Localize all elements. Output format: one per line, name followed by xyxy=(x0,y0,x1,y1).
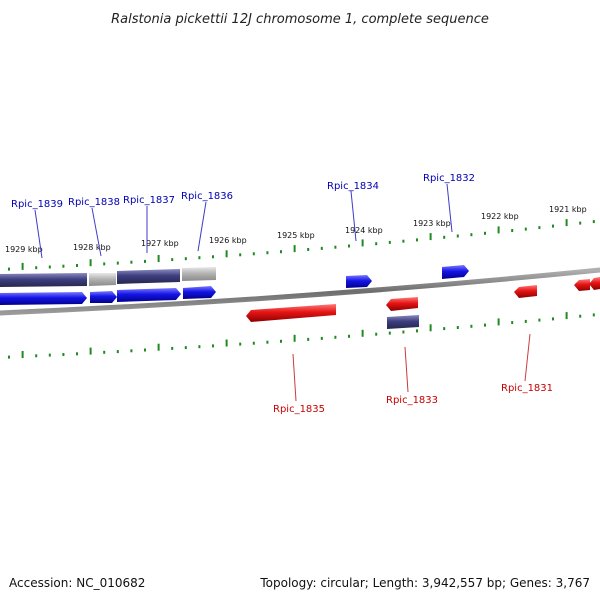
gene-arrow-rpic-1834[interactable] xyxy=(346,275,372,288)
kbp-label-1929: 1929 kbp xyxy=(5,245,43,254)
gene-arrow-rpic-1832[interactable] xyxy=(442,265,469,279)
gene-label-rpic-1835[interactable]: Rpic_1835 xyxy=(273,404,325,415)
gene-arrow-partial[interactable] xyxy=(574,279,590,291)
genome-summary-text: Topology: circular; Length: 3,942,557 bp… xyxy=(259,576,590,590)
gene-arrow-rpic-1833[interactable] xyxy=(386,297,418,311)
kbp-label-1925: 1925 kbp xyxy=(277,231,315,240)
genome-backbone xyxy=(0,267,600,316)
gene-track-reverse xyxy=(246,277,600,322)
gene-arrow-rpic-1835[interactable] xyxy=(246,304,336,322)
accession-text: Accession: NC_010682 xyxy=(9,576,145,590)
gene-label-rpic-1838[interactable]: Rpic_1838 xyxy=(68,197,120,208)
outer-tick-track xyxy=(8,219,595,271)
kbp-label-1927: 1927 kbp xyxy=(141,239,179,248)
map-title: Ralstonia pickettii 12J chromosome 1, co… xyxy=(111,12,489,27)
gene-label-rpic-1836[interactable]: Rpic_1836 xyxy=(181,191,233,202)
gene-label-rpic-1833[interactable]: Rpic_1833 xyxy=(386,395,438,406)
cds-feature[interactable] xyxy=(182,267,216,281)
gene-label-rpic-1831[interactable]: Rpic_1831 xyxy=(501,383,553,394)
kbp-label-1928: 1928 kbp xyxy=(73,243,111,252)
kbp-label-1921: 1921 kbp xyxy=(549,205,587,214)
gene-label-rpic-1834[interactable]: Rpic_1834 xyxy=(327,181,379,192)
gene-arrow-partial[interactable] xyxy=(589,277,600,290)
gene-arrow-rpic-1836[interactable] xyxy=(183,286,216,299)
kbp-label-1923: 1923 kbp xyxy=(413,219,451,228)
cds-feature[interactable] xyxy=(0,273,87,287)
kbp-label-1922: 1922 kbp xyxy=(481,212,519,221)
kbp-label-1924: 1924 kbp xyxy=(345,226,383,235)
gene-label-rpic-1832[interactable]: Rpic_1832 xyxy=(423,173,475,184)
gene-arrow-rpic-1831[interactable] xyxy=(514,285,537,298)
cds-feature[interactable] xyxy=(387,315,419,329)
inner-tick-track xyxy=(8,312,595,359)
cds-feature[interactable] xyxy=(89,273,116,286)
label-leaders xyxy=(34,183,531,402)
gene-label-rpic-1839[interactable]: Rpic_1839 xyxy=(11,199,63,210)
cds-feature[interactable] xyxy=(117,269,180,284)
gene-arrow-rpic-1837[interactable] xyxy=(117,288,181,302)
kbp-label-1926: 1926 kbp xyxy=(209,236,247,245)
gene-label-rpic-1837[interactable]: Rpic_1837 xyxy=(123,195,175,206)
gene-arrow-rpic-1838[interactable] xyxy=(90,291,117,303)
gene-track-forward xyxy=(0,265,469,305)
gene-arrow-rpic-1839[interactable] xyxy=(0,292,87,305)
cds-track-forward xyxy=(0,267,216,287)
